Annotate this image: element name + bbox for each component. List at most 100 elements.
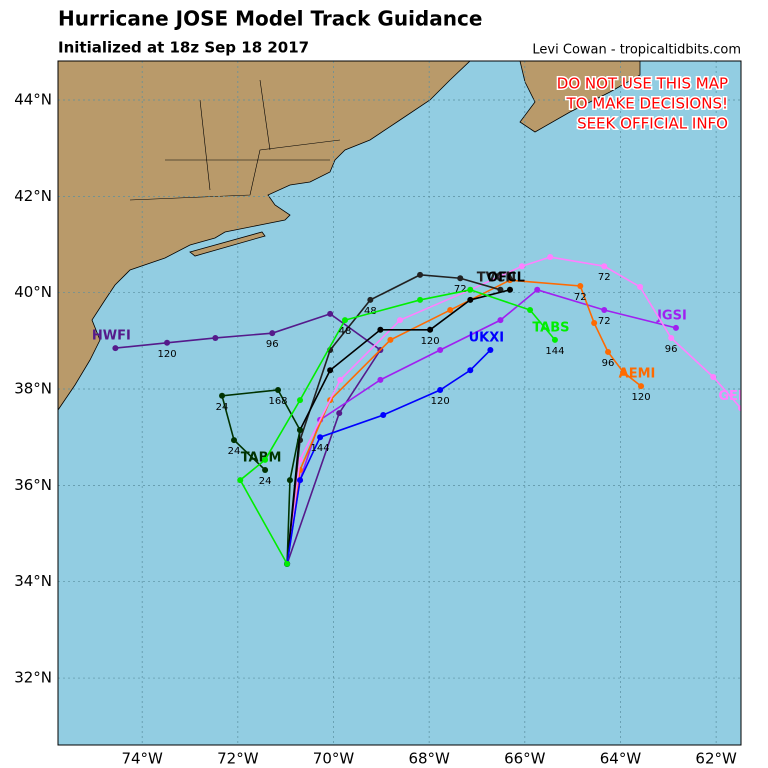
track-point bbox=[437, 347, 444, 354]
forecast-hour-label: 120 bbox=[158, 349, 177, 360]
track-point bbox=[605, 348, 612, 355]
lon-tick-label: 62°W bbox=[695, 750, 737, 768]
track-point bbox=[336, 410, 343, 417]
track-point bbox=[497, 317, 504, 324]
warning: TO MAKE DECISIONS! bbox=[566, 95, 728, 113]
frame bbox=[57, 60, 742, 746]
grid bbox=[58, 61, 741, 745]
track-point bbox=[518, 263, 525, 270]
lon-tick-label: 70°W bbox=[313, 750, 355, 768]
lat-tick-label: 36°N bbox=[14, 476, 52, 494]
model-name-label: TVCN bbox=[477, 270, 516, 285]
track-point bbox=[297, 477, 304, 484]
warning: DO NOT USE THIS MAP bbox=[557, 75, 728, 93]
track-point bbox=[262, 466, 269, 473]
track-point bbox=[112, 345, 119, 352]
track-point bbox=[672, 324, 679, 331]
forecast-hour-label: 72 bbox=[574, 292, 587, 303]
track-point bbox=[467, 296, 474, 303]
lon-tick-label: 68°W bbox=[408, 750, 450, 768]
forecast-hour-label: 72 bbox=[598, 316, 611, 327]
track-point bbox=[219, 392, 226, 399]
track-point bbox=[377, 376, 384, 383]
forecast-hour-label: 120 bbox=[631, 392, 650, 403]
forecast-hour-label: 72 bbox=[454, 284, 467, 295]
track-point bbox=[577, 282, 584, 289]
forecast-hour-label: 144 bbox=[311, 443, 330, 454]
track-point bbox=[327, 367, 334, 374]
forecast-hour-label: 120 bbox=[421, 336, 440, 347]
forecast-hour-label: 48 bbox=[339, 326, 352, 337]
track-point bbox=[620, 369, 627, 376]
lon-tick-label: 64°W bbox=[600, 750, 642, 768]
track-point bbox=[447, 307, 454, 314]
track-point bbox=[367, 296, 374, 303]
forecast-hour-label: 24 bbox=[216, 402, 229, 413]
track-point bbox=[341, 317, 348, 324]
forecast-hour-label: 48 bbox=[364, 306, 377, 317]
track-point bbox=[396, 317, 403, 324]
track-point bbox=[457, 275, 464, 282]
track-point bbox=[467, 286, 474, 293]
forecast-hour-label: 144 bbox=[545, 346, 564, 357]
track-point bbox=[437, 386, 444, 393]
track-point bbox=[327, 310, 334, 317]
track-point bbox=[387, 336, 394, 343]
model-name-label: JGSI bbox=[656, 308, 687, 323]
lat-tick-label: 44°N bbox=[14, 91, 52, 109]
track-point bbox=[164, 339, 171, 346]
lat-tick-label: 32°N bbox=[14, 669, 52, 687]
track-point bbox=[710, 373, 717, 380]
subtitle: Initialized at 18z Sep 18 2017 bbox=[58, 39, 309, 57]
forecast-hour-label: 120 bbox=[431, 396, 450, 407]
track-point bbox=[297, 397, 304, 404]
track-point bbox=[601, 307, 608, 314]
lon-tick-label: 74°W bbox=[121, 750, 163, 768]
credit: Levi Cowan - tropicaltidbits.com bbox=[532, 43, 741, 58]
forecast-hour-label: 96 bbox=[665, 344, 678, 355]
track-point bbox=[269, 330, 276, 337]
track-point bbox=[467, 367, 474, 374]
track-point bbox=[317, 434, 324, 441]
track-point bbox=[212, 334, 219, 341]
lat-tick-label: 38°N bbox=[14, 380, 52, 398]
forecast-hour-label: 96 bbox=[602, 358, 615, 369]
forecast-hour-label: 168 bbox=[268, 396, 287, 407]
track-point bbox=[286, 477, 293, 484]
model-name-label: TABS bbox=[532, 320, 569, 335]
track-point bbox=[237, 477, 244, 484]
model-name-label: TABM bbox=[241, 450, 282, 465]
track-point bbox=[231, 437, 238, 444]
track-point bbox=[417, 296, 424, 303]
track-point bbox=[638, 383, 645, 390]
lon-tick-label: 66°W bbox=[504, 750, 546, 768]
model-name-label: AEMI bbox=[619, 367, 656, 382]
track-point bbox=[534, 286, 541, 293]
track-point bbox=[506, 286, 513, 293]
track-point bbox=[427, 326, 434, 333]
lon-tick-label: 72°W bbox=[217, 750, 259, 768]
track-point bbox=[262, 456, 269, 463]
forecast-hour-label: 72 bbox=[598, 272, 611, 283]
track-point bbox=[377, 326, 384, 333]
track-point bbox=[738, 405, 741, 412]
model-name-label: GEMI bbox=[718, 389, 755, 404]
track-point bbox=[417, 271, 424, 278]
track-point bbox=[591, 320, 598, 327]
forecast-hour-label: 24 bbox=[228, 446, 241, 457]
track-point bbox=[551, 336, 558, 343]
lat-tick-label: 40°N bbox=[14, 283, 52, 301]
title: Hurricane JOSE Model Track Guidance bbox=[58, 7, 482, 31]
track-point bbox=[380, 412, 387, 419]
track-point bbox=[284, 560, 291, 567]
track-point bbox=[668, 334, 675, 341]
model-name-label: OFCL bbox=[487, 270, 525, 285]
model-name-label: UKXI bbox=[469, 331, 505, 346]
track-point bbox=[337, 376, 344, 383]
tracks: 96 120 HWFI 72 JGSI 72 96 120 AEMI 72 96 GEMI 48 72 TV… bbox=[92, 254, 755, 567]
land bbox=[58, 61, 641, 411]
forecast-hour-label: 96 bbox=[266, 339, 279, 350]
model-track bbox=[286, 256, 741, 564]
track-point bbox=[637, 283, 644, 290]
